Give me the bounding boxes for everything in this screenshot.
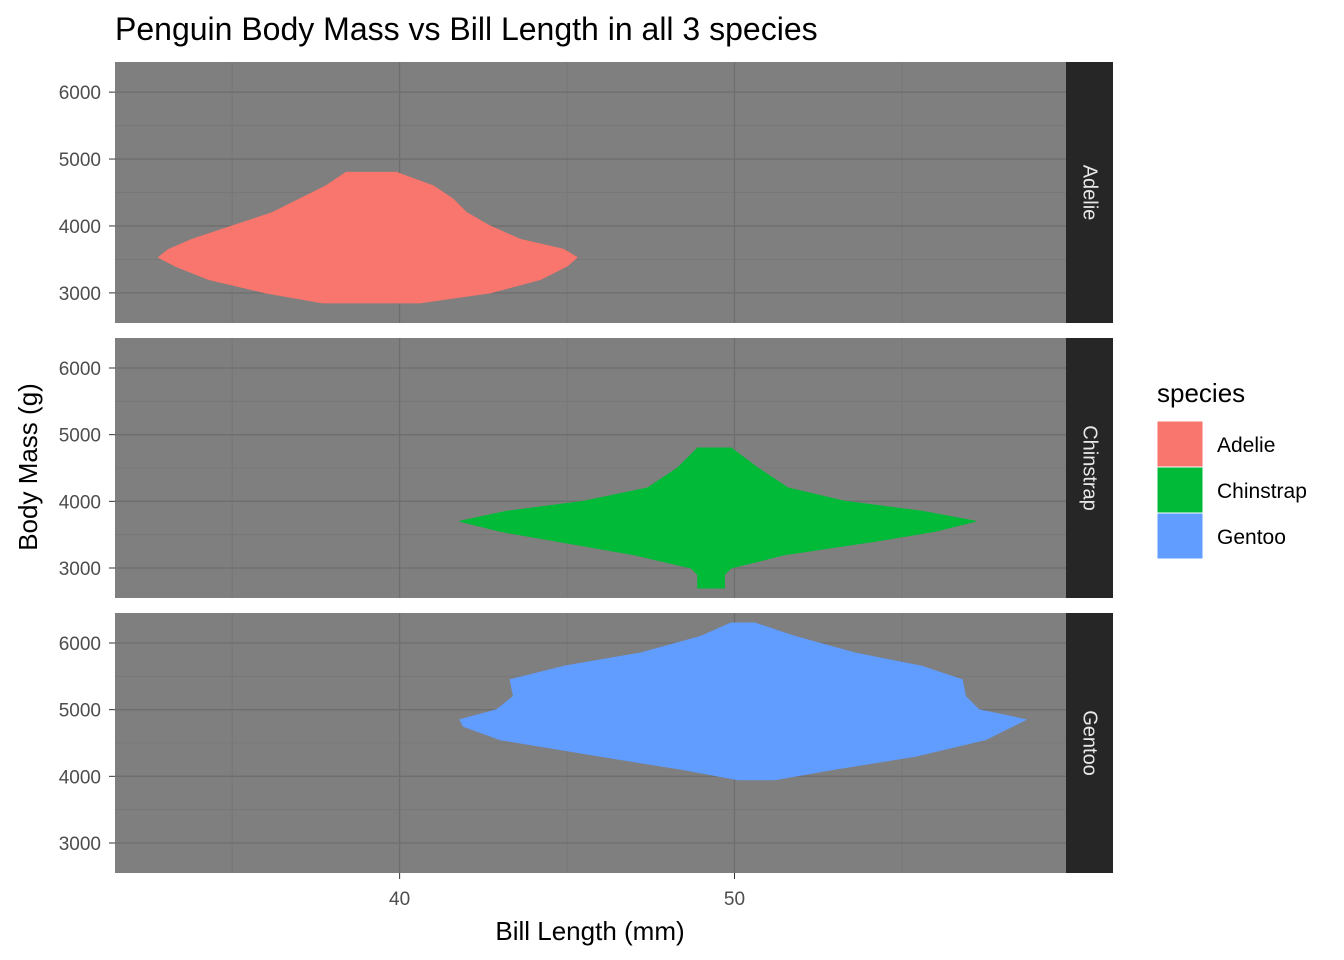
facet-strip-label: Adelie (1079, 165, 1101, 221)
y-tick-label: 4000 (59, 767, 101, 788)
violin-gentoo (459, 622, 1027, 781)
legend-label: Adelie (1217, 434, 1275, 457)
facet-panels: 3000 4000 5000 6000 Adelie 3000 4000 5000 6000 Ch… (59, 62, 1113, 873)
facet-strip (1066, 613, 1113, 873)
y-tick-label: 3000 (59, 834, 101, 855)
y-tick-label: 5000 (59, 426, 101, 447)
x-tick-label: 40 (389, 889, 410, 910)
legend-key-chinstrap (1156, 466, 1204, 514)
panel-chinstrap: 3000 4000 5000 6000 Chinstrap (59, 338, 1113, 598)
facet-strip-label: Gentoo (1079, 710, 1101, 776)
panel-adelie: 3000 4000 5000 6000 Adelie (59, 62, 1113, 323)
chart-title: Penguin Body Mass vs Bill Length in all … (115, 11, 818, 47)
legend-key-gentoo (1156, 512, 1204, 560)
legend-items: Adelie Chinstrap Gentoo (1156, 420, 1307, 560)
panel-gentoo: 3000 4000 5000 6000 Gentoo (59, 613, 1113, 873)
violin-adelie (158, 171, 578, 304)
facet-strip (1066, 62, 1113, 323)
legend: species Adelie Chinstrap Gentoo (1156, 378, 1307, 560)
legend-label: Gentoo (1217, 526, 1286, 549)
y-tick-label: 4000 (59, 217, 101, 238)
y-tick-label: 5000 (59, 150, 101, 171)
x-axis: 40 50 (389, 873, 745, 910)
legend-label: Chinstrap (1217, 480, 1307, 503)
x-tick-label: 50 (724, 889, 745, 910)
y-axis-title: Body Mass (g) (13, 383, 43, 551)
y-tick-label: 3000 (59, 559, 101, 580)
facet-strip (1066, 338, 1113, 598)
y-tick-label: 4000 (59, 492, 101, 513)
y-tick-label: 6000 (59, 359, 101, 380)
y-tick-label: 3000 (59, 284, 101, 305)
x-axis-title: Bill Length (mm) (495, 916, 684, 946)
legend-key-adelie (1156, 420, 1204, 468)
legend-title: species (1157, 378, 1245, 408)
violin-chinstrap (459, 447, 977, 589)
y-tick-label: 6000 (59, 83, 101, 104)
y-tick-label: 5000 (59, 701, 101, 722)
facet-strip-label: Chinstrap (1079, 425, 1101, 511)
y-tick-label: 6000 (59, 634, 101, 655)
